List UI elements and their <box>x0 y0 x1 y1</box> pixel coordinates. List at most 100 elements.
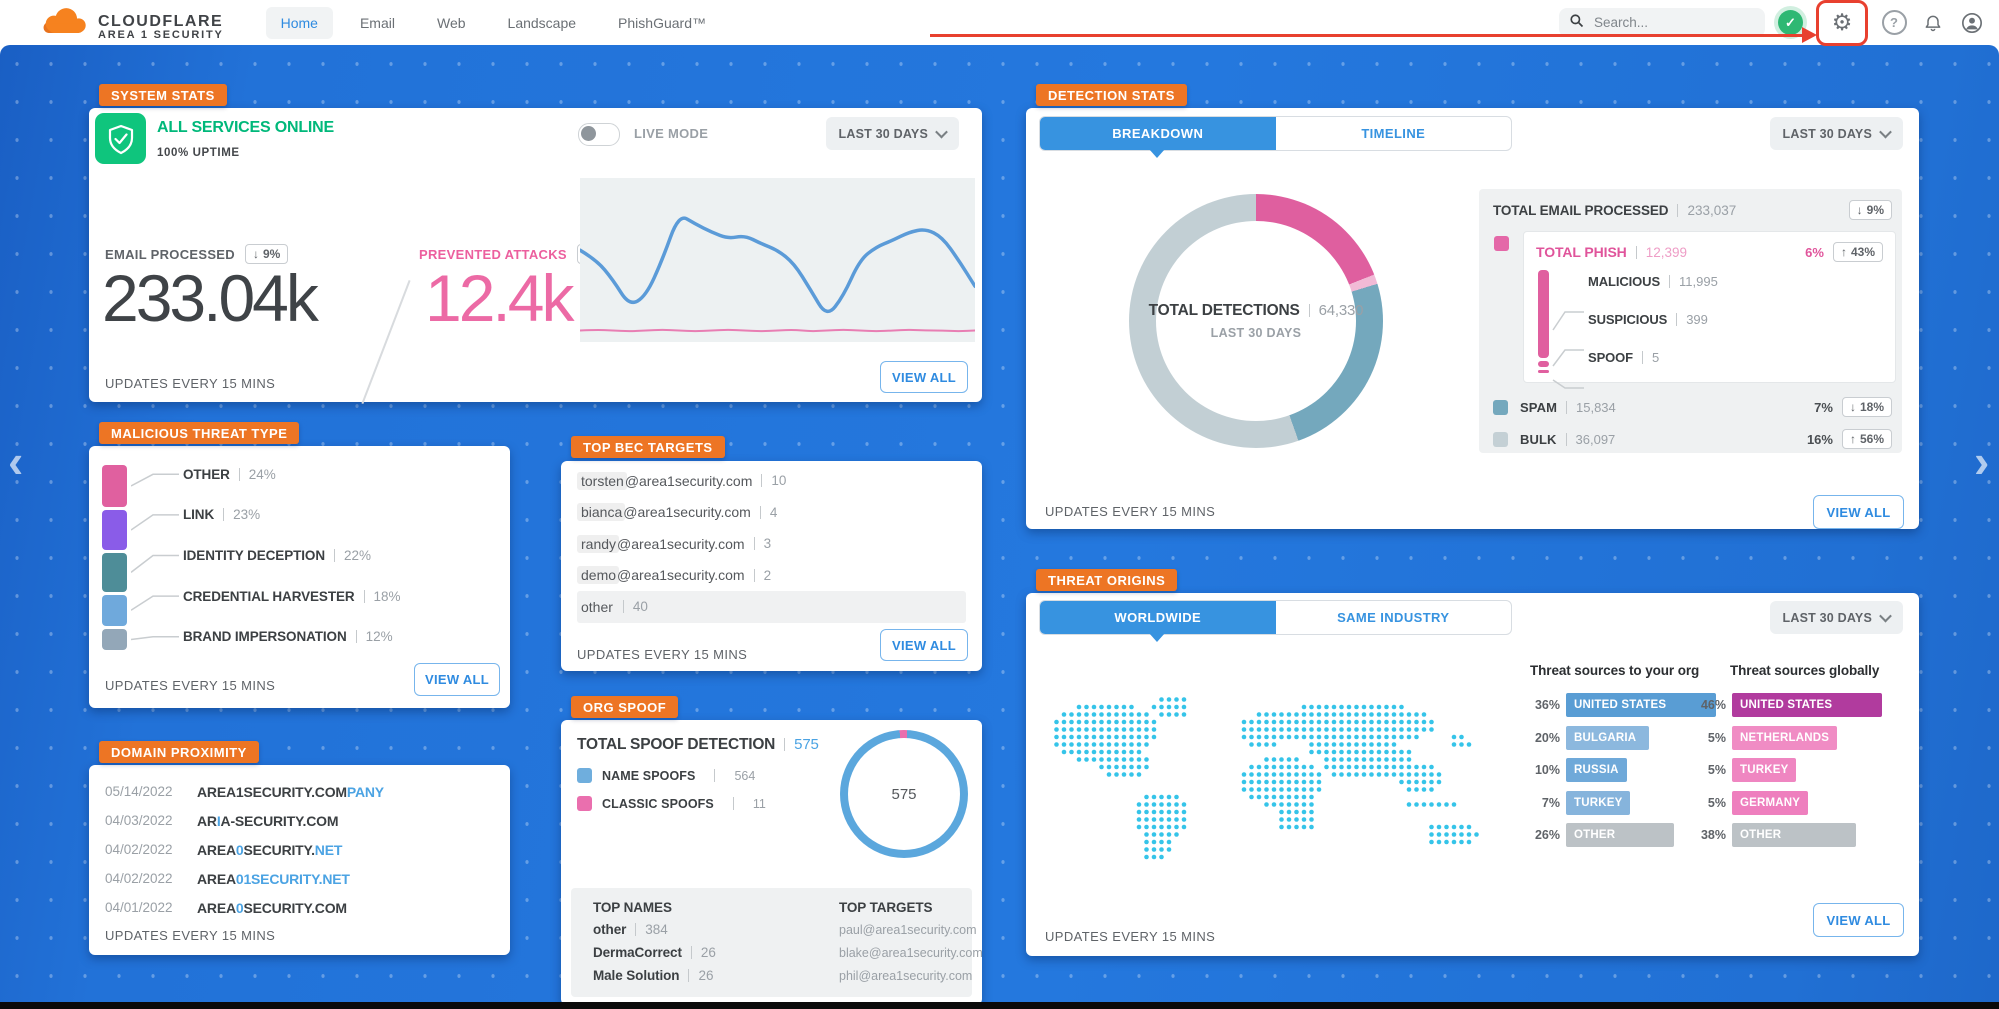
phish-sub-row: SUSPICIOUS 399 <box>1588 311 1708 327</box>
prevented-attacks-value: 12.4k <box>425 261 574 335</box>
delta-badge: ↓ 9% <box>1848 200 1892 220</box>
email-trend-chart <box>580 178 975 342</box>
protection-status-icon[interactable]: ✓ <box>1778 10 1803 35</box>
connector-lines <box>131 473 179 641</box>
brand-name: CLOUDFLARE <box>98 12 224 30</box>
email-processed-value: 233.04k <box>102 261 319 335</box>
total-phish-row: TOTAL PHISH 12,399 6% ↑ 43% <box>1536 242 1883 262</box>
nav-item-landscape[interactable]: Landscape <box>507 14 577 31</box>
uptime-label: 100% UPTIME <box>157 147 240 159</box>
spoof-donut-chart: 575 <box>840 730 968 858</box>
threat-source-row: 46% UNITED STATES <box>1686 689 1882 722</box>
nav-item-web[interactable]: Web <box>436 14 466 31</box>
nav-item-home[interactable]: Home <box>265 6 333 39</box>
tab-breakdown[interactable]: BREAKDOWN <box>1040 117 1276 150</box>
bulk-row: BULK 36,097 16% ↑ 56% <box>1493 429 1892 449</box>
search-icon <box>1569 13 1584 33</box>
phish-mini-bar <box>1538 270 1549 373</box>
donut-center-title: TOTAL DETECTIONS 64,330 <box>1148 302 1364 319</box>
spam-percent: 7% <box>1814 399 1833 415</box>
help-icon[interactable]: ? <box>1881 10 1907 36</box>
legend-item: NAME SPOOFS 564 <box>577 768 766 783</box>
range-dropdown[interactable]: LAST 30 DAYS <box>1769 601 1903 634</box>
updates-note: UPDATES EVERY 15 MINS <box>577 647 748 662</box>
tab-timeline[interactable]: TIMELINE <box>1361 126 1426 141</box>
system-stats-card: ALL SERVICES ONLINE 100% UPTIME LIVE MOD… <box>89 108 982 404</box>
annotation-arrow-line <box>930 34 1808 37</box>
live-mode-toggle[interactable] <box>578 123 620 146</box>
view-all-button[interactable]: VIEW ALL <box>880 361 968 393</box>
main-nav: Home Email Web Landscape PhishGuard™ <box>265 6 721 39</box>
view-all-button[interactable]: VIEW ALL <box>1813 495 1904 529</box>
detection-tabs: BREAKDOWN TIMELINE <box>1039 116 1512 151</box>
threat-type-tag: MALICIOUS THREAT TYPE <box>99 422 300 444</box>
carousel-left-chevron[interactable]: ‹ <box>8 435 24 487</box>
bec-target-row: demo@area1security.com 2 <box>577 560 966 592</box>
cloudflare-logo: CLOUDFLARE AREA 1 SECURITY <box>36 3 224 42</box>
brand-sub: AREA 1 SECURITY <box>98 29 224 42</box>
toggle-knob <box>581 126 596 141</box>
search-box[interactable] <box>1559 8 1765 37</box>
bec-targets-card: torsten@area1security.com 10 bianca@area… <box>561 461 982 671</box>
delta-badge: ↓ 9% <box>244 244 289 264</box>
domain-proximity-row: 04/01/2022 AREA0SECURITY.COM <box>105 899 347 916</box>
threat-source-row: 10% RUSSIA <box>1520 754 1716 787</box>
user-account-icon[interactable] <box>1959 10 1985 36</box>
top-name-row: Male Solution 26 <box>593 968 714 983</box>
threat-origins-card: WORLDWIDE SAME INDUSTRY LAST 30 DAYS Thre… <box>1026 593 1919 956</box>
nav-item-phishguard[interactable]: PhishGuard™ <box>618 14 706 31</box>
global-sources-header: Threat sources globally <box>1730 663 1880 678</box>
threat-type-row: OTHER 24% <box>183 466 276 482</box>
divider <box>361 280 411 404</box>
bulk-percent: 16% <box>1806 431 1833 447</box>
notifications-bell-icon[interactable] <box>1920 10 1946 36</box>
nav-item-email[interactable]: Email <box>359 14 395 31</box>
carousel-right-chevron[interactable]: › <box>1974 435 1990 487</box>
delta-badge: ↑ 56% <box>1841 429 1892 449</box>
chevron-down-icon <box>1879 609 1892 623</box>
threat-type-row: CREDENTIAL HARVESTER 18% <box>183 588 401 604</box>
bec-target-row: other 40 <box>577 591 966 623</box>
updates-note: UPDATES EVERY 15 MINS <box>105 376 276 391</box>
bulk-legend-swatch <box>1493 431 1508 447</box>
services-status: ALL SERVICES ONLINE <box>157 119 334 136</box>
topbar: CLOUDFLARE AREA 1 SECURITY Home Email Web L… <box>0 0 1999 46</box>
top-name-row: DermaCorrect 26 <box>593 945 716 960</box>
threat-source-row: 38% OTHER <box>1686 819 1882 852</box>
prevented-attacks-label: PREVENTED ATTACKS <box>419 246 567 262</box>
domain-proximity-row: 04/03/2022 ARIA-SECURITY.COM <box>105 812 339 829</box>
active-tab-notch <box>1149 633 1165 650</box>
bec-target-row: bianca@area1security.com 4 <box>577 497 966 529</box>
top-target-row: blake@area1security.com <box>839 945 983 960</box>
threat-type-stacked-bar <box>102 465 127 650</box>
spoof-total-title: TOTAL SPOOF DETECTION 575 <box>577 736 819 753</box>
chevron-down-icon <box>935 125 948 139</box>
range-dropdown[interactable]: LAST 30 DAYS <box>825 117 959 150</box>
domain-proximity-card: 05/14/2022 AREA1SECURITY.COMPANY 04/03/20… <box>89 765 510 955</box>
tab-same-industry[interactable]: SAME INDUSTRY <box>1337 610 1450 625</box>
view-all-button[interactable]: VIEW ALL <box>880 629 968 661</box>
view-all-button[interactable]: VIEW ALL <box>414 663 500 696</box>
spoof-detail-panel: TOP NAMES TOP TARGETS other 384 DermaCorr… <box>571 888 983 997</box>
search-input[interactable] <box>1592 14 1726 31</box>
detection-stats-card: BREAKDOWN TIMELINE LAST 30 DAYS TOTAL DET… <box>1026 108 1919 529</box>
threat-type-row: LINK 23% <box>183 507 261 523</box>
spoof-total-value: 575 <box>794 736 819 753</box>
range-dropdown[interactable]: LAST 30 DAYS <box>1769 117 1903 150</box>
phish-sub-row: SPOOF 5 <box>1588 349 1660 365</box>
phish-percent: 6% <box>1805 244 1824 260</box>
live-mode-label: LIVE MODE <box>634 126 709 141</box>
threat-type-row: IDENTITY DECEPTION 22% <box>183 547 371 563</box>
active-tab-notch <box>1149 149 1165 166</box>
org-spoof-tag: ORG SPOOF <box>571 696 679 718</box>
view-all-button[interactable]: VIEW ALL <box>1813 903 1904 937</box>
top-names-list: other 384 DermaCorrect 26 Male Solution 26 <box>593 918 716 987</box>
phish-sub-list: MALICIOUS 11,995 SUSPICIOUS 399 SPOOF 5 <box>1588 262 1718 376</box>
spoof-donut-center: 575 <box>891 785 917 803</box>
annotation-highlight-box: ⚙ <box>1816 0 1868 46</box>
threat-source-row: 7% TURKEY <box>1520 787 1716 820</box>
tab-worldwide[interactable]: WORLDWIDE <box>1040 601 1276 634</box>
domain-proximity-row: 05/14/2022 AREA1SECURITY.COMPANY <box>105 783 384 800</box>
settings-gear-icon[interactable]: ⚙ <box>1831 9 1853 35</box>
